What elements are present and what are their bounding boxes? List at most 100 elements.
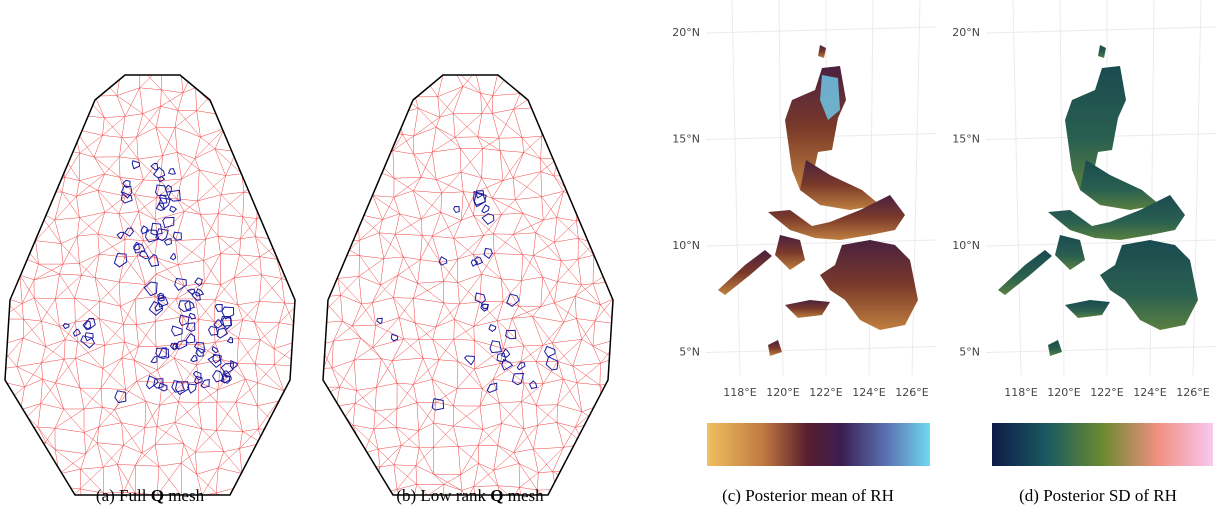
mesh-edge: [176, 198, 201, 215]
mesh-edge: [15, 174, 42, 181]
mesh-edge: [552, 447, 564, 472]
mesh-edge: [598, 404, 602, 423]
mesh-cell: [390, 333, 399, 342]
mesh-edge: [22, 297, 35, 304]
mesh-edge: [417, 281, 444, 284]
mesh-edge: [299, 222, 301, 238]
mesh-edge: [97, 212, 106, 234]
mesh-edge: [279, 152, 281, 175]
mesh-edge: [482, 379, 494, 389]
mesh-edge: [200, 136, 216, 150]
mesh-edge: [502, 177, 514, 181]
mesh-edge: [280, 90, 295, 112]
mesh-edge: [520, 361, 525, 384]
mesh-edge: [592, 283, 601, 305]
mesh-edge: [614, 470, 621, 488]
mesh-edge: [613, 117, 620, 128]
mesh-edge: [256, 196, 285, 219]
mesh-edge: [573, 443, 585, 471]
mesh-edge: [239, 448, 243, 474]
mesh-edge: [457, 235, 484, 260]
mesh-edge: [453, 405, 481, 427]
mesh-edge: [175, 211, 185, 241]
mesh-edge: [494, 253, 523, 255]
mesh-edge: [42, 378, 56, 384]
mesh-edge: [5, 485, 22, 492]
mesh-edge: [503, 301, 519, 307]
mesh-edge: [213, 299, 216, 322]
mesh-edge: [603, 127, 613, 154]
mesh-cell: [174, 381, 190, 396]
mesh-edge: [280, 510, 300, 514]
mesh-edge: [5, 173, 20, 203]
mesh-edge: [40, 88, 64, 108]
mesh-edge: [373, 408, 398, 430]
mesh-cell: [83, 317, 96, 331]
mesh-edge: [161, 89, 179, 111]
mesh-edge: [413, 108, 419, 137]
mesh-cell: [80, 335, 96, 349]
mesh-edge: [354, 390, 357, 404]
mesh-edge: [100, 368, 104, 389]
mesh-edge: [14, 234, 36, 241]
mesh-edge: [155, 298, 176, 322]
mesh-edge: [323, 485, 334, 493]
mesh-edge: [563, 427, 576, 448]
mesh-edge: [323, 506, 332, 514]
mesh-edge: [558, 87, 574, 96]
mesh-edge: [599, 382, 613, 386]
mesh-edge: [254, 155, 264, 179]
mesh-edge: [214, 128, 225, 149]
mesh-edge: [441, 191, 464, 194]
mesh-edge: [422, 235, 433, 237]
mesh-edge: [338, 445, 359, 465]
mesh-edge: [245, 378, 258, 406]
mesh-edge: [393, 190, 414, 198]
mesh-edge: [431, 127, 437, 153]
mesh-edge: [561, 258, 579, 262]
mesh-edge: [372, 489, 398, 495]
mesh-edge: [478, 429, 484, 446]
mesh-edge: [374, 107, 403, 135]
mesh-edge: [340, 294, 362, 305]
mesh-edge: [581, 320, 596, 340]
mesh-edge: [395, 234, 404, 258]
mesh-edge: [74, 297, 100, 302]
mesh-edge: [560, 111, 584, 117]
mesh-edge: [323, 189, 340, 200]
mesh-edge: [15, 147, 42, 150]
mesh-edge: [452, 75, 464, 87]
mesh-edge: [415, 465, 417, 485]
mesh-edge: [119, 156, 121, 178]
mesh-edge: [592, 346, 601, 364]
mesh-edge: [121, 507, 144, 508]
mesh-edge: [120, 306, 137, 325]
mesh-edge: [396, 427, 419, 431]
mesh-edge: [215, 467, 219, 494]
mesh-edge: [273, 322, 280, 349]
mesh-edge: [598, 422, 613, 425]
mesh-edge: [181, 65, 196, 70]
mesh-edge: [302, 366, 303, 381]
mesh-edge: [540, 158, 554, 177]
mesh-edge: [437, 75, 444, 97]
mesh-edge: [396, 382, 418, 403]
mesh-edge: [453, 238, 458, 260]
mesh-edge: [279, 174, 295, 178]
mesh-edge: [100, 357, 123, 389]
mesh-edge: [440, 212, 462, 221]
mesh-edge: [513, 109, 523, 138]
mesh-edge: [273, 348, 295, 367]
mesh-edge: [433, 473, 461, 476]
mesh-edge: [55, 94, 64, 108]
mesh-edge: [575, 411, 583, 428]
mesh-edge: [415, 447, 434, 466]
mesh-edge: [437, 96, 454, 114]
mesh-edge: [222, 114, 238, 118]
mesh-edge: [234, 89, 263, 94]
mesh-edge: [125, 389, 147, 402]
mesh-edge: [392, 360, 398, 384]
mesh-edge: [493, 470, 499, 486]
mesh-edge: [372, 317, 400, 348]
mesh-edge: [443, 281, 458, 283]
